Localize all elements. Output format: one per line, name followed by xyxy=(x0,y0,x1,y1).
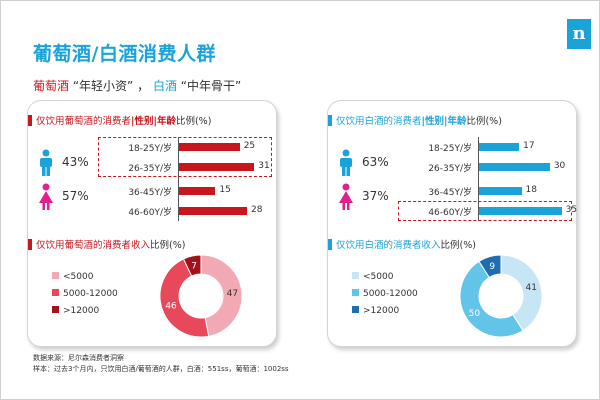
footnote-sample: 样本：过去3个月内，只饮用白酒/葡萄酒的人群，白酒：551ss，葡萄酒：1002… xyxy=(33,365,289,373)
wine-donut-label: 46 xyxy=(165,302,177,312)
wine-male-pct: 43% xyxy=(62,155,89,169)
wine-age-title-post: 比例(%) xyxy=(175,116,212,127)
liquor-age-label: 46-60Y/岁 xyxy=(428,208,472,218)
liquor-legend-item: 5000-12000 xyxy=(352,289,418,299)
wine-age-title-hl: |性别|年龄 xyxy=(131,116,176,127)
wine-age-label: 26-35Y/岁 xyxy=(128,164,172,174)
liquor-age-bar xyxy=(479,187,522,195)
wine-age-label: 36-45Y/岁 xyxy=(128,188,172,198)
wine-income-title-post: 比例(%) xyxy=(150,240,186,251)
liquor-income-title-post: 比例(%) xyxy=(440,240,476,251)
wine-legend-swatch xyxy=(52,289,59,296)
page-title: 葡萄酒/白酒消费人群 xyxy=(33,43,216,65)
wine-age-bar xyxy=(179,143,240,151)
liquor-legend-label: >12000 xyxy=(363,306,400,316)
wine-legend-label: <5000 xyxy=(63,272,94,282)
subtitle-liquor-label: 白酒 xyxy=(152,79,177,93)
liquor-legend-label: 5000-12000 xyxy=(363,289,418,299)
wine-income-section-title: 仅饮用葡萄酒的消费者收入比例(%) xyxy=(28,237,185,251)
liquor-donut-slice xyxy=(500,254,543,332)
liquor-panel: 仅饮用白酒的消费者|性别|年龄比例(%) 63% 37% 18-25Y/岁 17 2… xyxy=(327,100,577,347)
liquor-age-label: 36-45Y/岁 xyxy=(428,188,472,198)
wine-age-bar xyxy=(179,207,247,215)
wine-age-label: 46-60Y/岁 xyxy=(128,208,172,218)
liquor-section-marker xyxy=(328,115,332,126)
subtitle-liquor-tag: “中年骨干” xyxy=(180,79,242,93)
wine-age-bar xyxy=(179,163,255,171)
wine-donut-slice xyxy=(159,258,210,338)
liquor-legend-item: >12000 xyxy=(352,306,399,316)
liquor-age-value: 18 xyxy=(525,185,537,195)
wine-legend-item: 5000-12000 xyxy=(52,289,118,299)
liquor-income-section-title: 仅饮用白酒的消费者收入比例(%) xyxy=(328,237,476,251)
wine-legend-item: >12000 xyxy=(52,306,99,316)
male-icon xyxy=(40,149,52,176)
liquor-legend-swatch xyxy=(352,272,359,279)
liquor-age-title-hl: |性别|年龄 xyxy=(421,116,467,127)
female-icon xyxy=(39,183,53,210)
liquor-age-bar xyxy=(479,143,520,151)
wine-legend-label: 5000-12000 xyxy=(63,289,118,299)
liquor-age-value: 30 xyxy=(553,161,566,171)
liquor-age-title-pre: 仅饮用白酒的消费者 xyxy=(336,116,422,127)
wine-legend-label: >12000 xyxy=(63,306,100,316)
liquor-income-marker xyxy=(328,239,332,250)
liquor-age-value: 17 xyxy=(523,141,535,151)
brand-logo-icon: n xyxy=(567,19,591,49)
liquor-income-donut: 41 50 9 xyxy=(459,254,543,338)
wine-donut-slice xyxy=(182,254,202,277)
liquor-donut-label: 41 xyxy=(526,283,537,293)
wine-bar-axis xyxy=(178,137,179,221)
liquor-legend-item: <5000 xyxy=(352,272,393,282)
male-icon xyxy=(340,149,352,176)
wine-age-value: 31 xyxy=(258,161,270,171)
wine-legend-swatch xyxy=(52,272,59,279)
wine-income-donut: 47 46 7 xyxy=(159,254,243,338)
wine-section-marker xyxy=(28,115,32,126)
liquor-age-bar xyxy=(479,163,550,171)
wine-female-pct: 57% xyxy=(62,189,89,203)
liquor-age-title-post: 比例(%) xyxy=(466,116,502,127)
wine-legend-swatch xyxy=(52,306,59,313)
wine-age-section-title: 仅饮用葡萄酒的消费者|性别|年龄比例(%) xyxy=(28,113,211,127)
liquor-donut-slice xyxy=(459,260,524,338)
subtitle-wine-tag: “年轻小资” xyxy=(72,79,134,93)
wine-highlight-box xyxy=(98,137,272,177)
liquor-legend-swatch xyxy=(352,306,359,313)
wine-donut-label: 47 xyxy=(227,289,238,299)
wine-age-value: 28 xyxy=(251,205,263,215)
liquor-income-title-pre: 仅饮用白酒的消费者收入 xyxy=(336,240,441,251)
liquor-bar-axis xyxy=(478,137,479,221)
liquor-legend-label: <5000 xyxy=(363,272,394,282)
wine-income-title-pre: 仅饮用葡萄酒的消费者收入 xyxy=(36,240,151,251)
female-icon xyxy=(339,183,353,210)
wine-age-label: 18-25Y/岁 xyxy=(128,144,172,154)
wine-legend-item: <5000 xyxy=(52,272,93,282)
subtitle: 葡萄酒 “年轻小资” ， 白酒 “中年骨干” xyxy=(33,77,241,94)
wine-panel: 仅饮用葡萄酒的消费者|性别|年龄比例(%) 43% 57% 18-25Y/岁 25… xyxy=(27,100,277,347)
wine-age-value: 25 xyxy=(243,141,256,151)
subtitle-separator: ， xyxy=(137,79,150,93)
liquor-age-label: 18-25Y/岁 xyxy=(428,144,472,154)
liquor-highlight-box xyxy=(398,201,572,221)
wine-donut-slice xyxy=(200,254,243,337)
liquor-donut-label: 50 xyxy=(469,309,481,319)
liquor-donut-label: 9 xyxy=(489,262,495,272)
liquor-donut-slice xyxy=(478,254,502,279)
liquor-legend-swatch xyxy=(352,289,359,296)
liquor-female-pct: 37% xyxy=(362,189,389,203)
liquor-age-label: 26-35Y/岁 xyxy=(428,164,472,174)
footnote-source: 数据来源：尼尔森消费者洞察 xyxy=(33,354,124,362)
liquor-age-value: 35 xyxy=(565,205,578,215)
wine-age-value: 15 xyxy=(219,185,231,195)
liquor-age-bar xyxy=(479,207,562,215)
liquor-age-section-title: 仅饮用白酒的消费者|性别|年龄比例(%) xyxy=(328,113,502,127)
wine-income-marker xyxy=(28,239,32,250)
wine-age-title-pre: 仅饮用葡萄酒的消费者 xyxy=(36,116,132,127)
wine-age-bar xyxy=(179,187,216,195)
wine-donut-label: 7 xyxy=(191,261,197,271)
liquor-male-pct: 63% xyxy=(362,155,389,169)
subtitle-wine-label: 葡萄酒 xyxy=(33,79,70,93)
